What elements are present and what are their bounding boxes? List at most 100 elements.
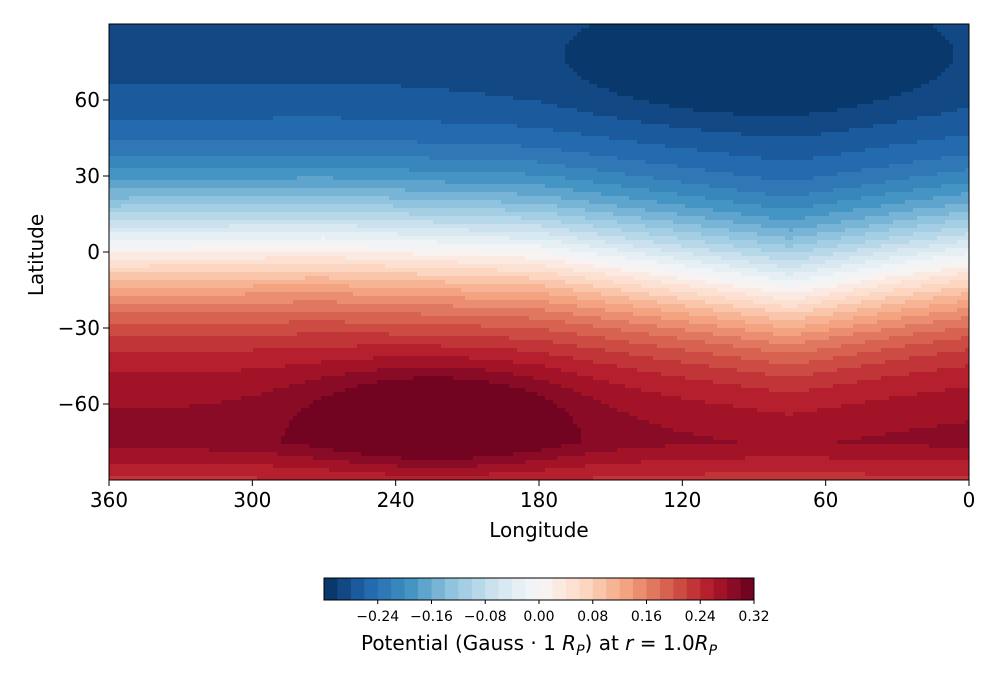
contour-cell	[893, 32, 898, 37]
contour-cell	[161, 76, 166, 81]
contour-cell	[281, 56, 286, 61]
contour-cell	[293, 56, 298, 61]
contour-cell	[253, 64, 258, 69]
contour-cell	[165, 92, 170, 97]
contour-cell	[281, 28, 286, 33]
contour-cell	[737, 32, 742, 37]
contour-cell	[925, 56, 930, 61]
contour-cell	[833, 100, 838, 105]
contour-cell	[533, 60, 538, 65]
contour-cell	[557, 100, 562, 105]
contour-cell	[965, 40, 969, 45]
contour-cell	[837, 56, 842, 61]
contour-cell	[777, 32, 782, 37]
contour-cell	[909, 88, 914, 93]
contour-cell	[237, 64, 242, 69]
contour-cell	[625, 32, 630, 37]
contour-cell	[241, 40, 246, 45]
contour-cell	[645, 108, 650, 113]
contour-cell	[577, 108, 582, 113]
contour-cell	[453, 48, 458, 53]
contour-cell	[937, 112, 942, 117]
contour-cell	[829, 80, 834, 85]
contour-cell	[669, 40, 674, 45]
contour-cell	[309, 108, 314, 113]
contour-cell	[437, 24, 442, 29]
contour-cell	[153, 112, 158, 117]
contour-cell	[429, 76, 434, 81]
contour-cell	[481, 60, 486, 65]
contour-cell	[729, 44, 734, 49]
contour-cell	[529, 76, 534, 81]
contour-cell	[945, 36, 950, 41]
contour-cell	[341, 88, 346, 93]
contour-cell	[441, 100, 446, 105]
contour-cell	[733, 64, 738, 69]
contour-cell	[877, 40, 882, 45]
contour-cell	[737, 96, 742, 101]
contour-cell	[569, 100, 574, 105]
contour-cell	[609, 104, 614, 109]
contour-cell	[185, 104, 190, 109]
contour-cell	[221, 24, 226, 29]
contour-cell	[313, 108, 318, 113]
contour-cell	[333, 60, 338, 65]
contour-cell	[869, 52, 874, 57]
contour-cell	[581, 44, 586, 49]
contour-cell	[321, 84, 326, 89]
contour-cell	[533, 72, 538, 77]
contour-cell	[313, 92, 318, 97]
contour-cell	[349, 56, 354, 61]
contour-cell	[853, 56, 858, 61]
contour-cell	[945, 108, 950, 113]
contour-cell	[377, 80, 382, 85]
contour-cell	[557, 28, 562, 33]
contour-cell	[441, 56, 446, 61]
contour-cell	[197, 92, 202, 97]
contour-cell	[389, 108, 394, 113]
contour-cell	[437, 64, 442, 69]
contour-cell	[385, 28, 390, 33]
contour-cell	[197, 32, 202, 37]
contour-cell	[209, 80, 214, 85]
contour-cell	[489, 92, 494, 97]
contour-cell	[873, 88, 878, 93]
contour-cell	[877, 104, 882, 109]
contour-cell	[741, 60, 746, 65]
contour-cell	[261, 92, 266, 97]
contour-cell	[653, 104, 658, 109]
contour-cell	[585, 68, 590, 73]
contour-cell	[245, 68, 250, 73]
contour-cell	[693, 48, 698, 53]
contour-cell	[381, 40, 386, 45]
contour-cell	[537, 60, 542, 65]
contour-cell	[521, 52, 526, 57]
contour-cell	[261, 108, 266, 113]
contour-cell	[137, 116, 142, 121]
contour-cell	[857, 100, 862, 105]
contour-cell	[141, 48, 146, 53]
contour-cell	[509, 44, 514, 49]
contour-cell	[573, 64, 578, 69]
contour-cell	[285, 40, 290, 45]
contour-cell	[489, 104, 494, 109]
contour-cell	[429, 36, 434, 41]
contour-cell	[829, 68, 834, 73]
contour-cell	[197, 48, 202, 53]
contour-cell	[505, 112, 510, 117]
contour-cell	[149, 100, 154, 105]
contour-cell	[313, 64, 318, 69]
contour-cell	[201, 72, 206, 77]
contour-cell	[509, 92, 514, 97]
contour-cell	[189, 36, 194, 41]
contour-cell	[497, 104, 502, 109]
contour-cell	[713, 40, 718, 45]
contour-cell	[813, 36, 818, 41]
contour-cell	[141, 104, 146, 109]
contour-cell	[537, 100, 542, 105]
contour-cell	[129, 100, 134, 105]
contour-cell	[265, 36, 270, 41]
contour-cell	[485, 44, 490, 49]
contour-cell	[965, 88, 969, 93]
contour-cell	[705, 68, 710, 73]
